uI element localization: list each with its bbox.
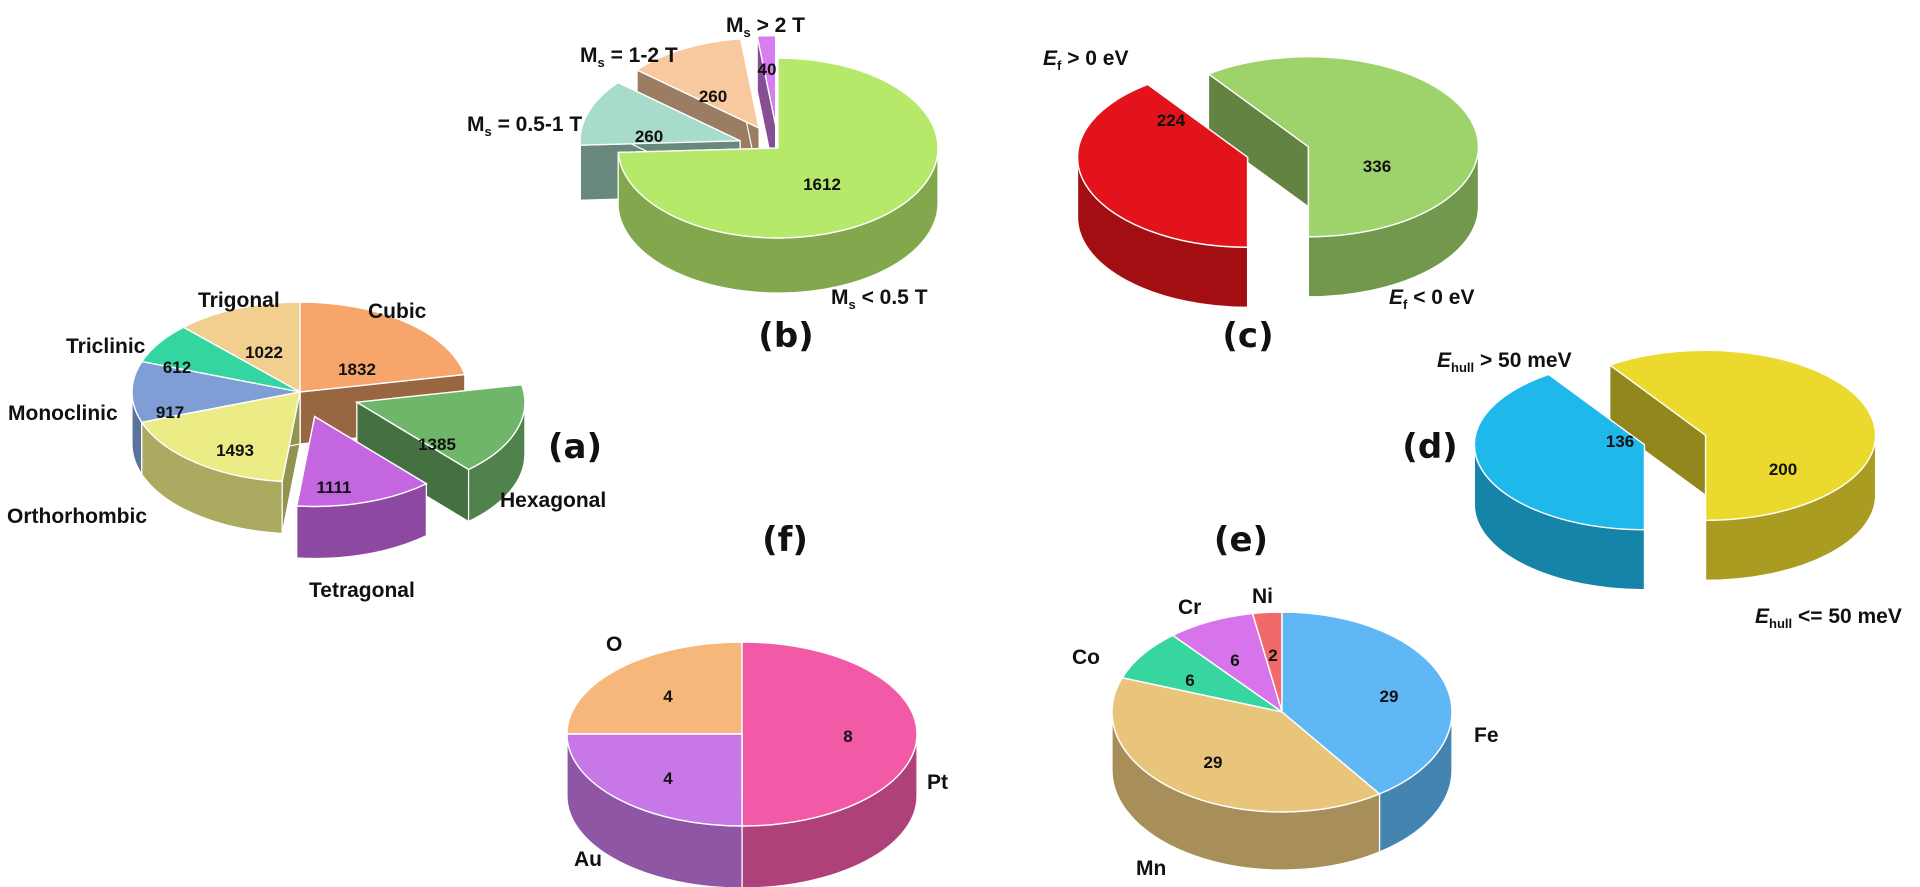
label-orthorhombic: Orthorhombic — [7, 505, 147, 528]
slice-top — [741, 641, 918, 827]
slice-top — [617, 57, 939, 239]
value-trigonal: 1022 — [245, 343, 283, 362]
pie-5 — [566, 641, 918, 887]
slice-top — [1473, 373, 1646, 531]
slice-e-f-0-ev — [1076, 83, 1249, 308]
slice-top — [1121, 634, 1283, 713]
panel-label-b: (b) — [758, 316, 813, 356]
label-mn: Mn — [1136, 857, 1166, 880]
value-monoclinic: 917 — [156, 403, 184, 422]
slice-top — [140, 391, 301, 483]
label-trigonal: Trigonal — [198, 289, 280, 312]
pie-1 — [579, 34, 939, 294]
slice-top — [131, 360, 301, 424]
value-hexagonal: 1385 — [418, 435, 456, 454]
value-pt: 8 — [843, 727, 852, 746]
slice-top — [1608, 349, 1877, 521]
value-cr: 6 — [1230, 651, 1239, 670]
slice-top — [566, 641, 743, 735]
slice-top — [1171, 612, 1284, 714]
slice-top — [579, 81, 741, 146]
label-ehull-below: Ehull <= 50 meV — [1755, 605, 1902, 631]
slice-top — [635, 38, 761, 130]
label-ms-low: Ms < 0.5 T — [831, 286, 928, 312]
panel-label-a: (a) — [548, 427, 602, 467]
label-ef-pos: Ef > 0 eV — [1043, 47, 1129, 73]
slice-top — [181, 301, 301, 394]
value-ms-low: 1612 — [803, 175, 841, 194]
label-fe: Fe — [1474, 724, 1499, 747]
slice-top — [1281, 611, 1453, 795]
label-pt: Pt — [927, 771, 948, 794]
slice-top — [354, 383, 526, 471]
slice-top — [756, 34, 777, 126]
value-orthorhombic: 1493 — [216, 441, 254, 460]
label-ms-mid: Ms = 1-2 T — [580, 44, 678, 70]
label-ms-high: Ms > 2 T — [726, 14, 805, 40]
label-ef-neg: Ef < 0 eV — [1389, 286, 1475, 312]
label-co: Co — [1072, 646, 1100, 669]
panel-label-f: (f) — [762, 520, 808, 560]
label-triclinic: Triclinic — [66, 335, 146, 358]
panel-a-labels: Cubic Hexagonal Tetragonal Orthorhombic … — [7, 289, 606, 602]
slice-top — [295, 415, 428, 508]
value-tetragonal: 1111 — [316, 478, 351, 497]
label-au: Au — [574, 848, 602, 871]
value-triclinic: 612 — [163, 358, 191, 377]
label-o: O — [606, 633, 622, 656]
panel-c-labels: Ef > 0 eV Ef < 0 eV 224 336 (c) — [1043, 47, 1475, 356]
panel-e-labels: Fe Mn Co Cr Ni 29 29 6 6 2 (e) — [1072, 520, 1499, 880]
pie-2 — [1076, 56, 1480, 308]
value-ni: 2 — [1268, 646, 1277, 665]
slice-au — [566, 733, 743, 887]
value-o: 4 — [663, 687, 673, 706]
pie-4 — [1111, 611, 1453, 871]
slice-top — [299, 301, 466, 393]
pie-0 — [131, 301, 526, 560]
slice-top — [1076, 83, 1249, 248]
value-cubic: 1832 — [338, 360, 376, 379]
slice-top — [1111, 677, 1381, 813]
value-ehull-above: 136 — [1606, 432, 1634, 451]
panel-f-labels: Pt Au O 8 4 4 (f) — [574, 520, 948, 871]
panel-b-labels: Ms > 2 T Ms = 1-2 T Ms = 0.5-1 T Ms < 0.… — [467, 14, 928, 356]
value-fe: 29 — [1380, 687, 1399, 706]
value-ms-mid: 260 — [699, 87, 727, 106]
label-ehull-above: Ehull > 50 meV — [1437, 349, 1572, 375]
pie-marks — [131, 34, 1877, 887]
pie-3 — [1473, 349, 1877, 591]
panel-label-e: (e) — [1214, 520, 1268, 560]
label-ni: Ni — [1252, 585, 1273, 608]
panel-d-labels: Ehull > 50 meV Ehull <= 50 meV 136 200 (… — [1402, 349, 1902, 631]
panel-label-d: (d) — [1402, 427, 1457, 467]
slice-pt — [741, 641, 918, 887]
slice-e-f-0-ev — [1207, 56, 1480, 298]
value-ef-pos: 224 — [1157, 111, 1186, 130]
slice-mn — [1111, 677, 1381, 871]
slice-e-hull-50-mev — [1608, 349, 1877, 581]
slice-e-hull-50-mev — [1473, 373, 1646, 591]
value-co: 6 — [1185, 671, 1194, 690]
slice-top — [1207, 56, 1480, 238]
value-ms-half: 260 — [635, 127, 663, 146]
label-tetragonal: Tetragonal — [309, 579, 415, 602]
label-monoclinic: Monoclinic — [8, 402, 118, 425]
panel-label-c: (c) — [1222, 316, 1273, 356]
label-ms-half: Ms = 0.5-1 T — [467, 113, 582, 139]
value-ef-neg: 336 — [1363, 157, 1391, 176]
slice-top — [566, 733, 743, 827]
slice-hexagonal — [354, 383, 526, 523]
slice-m-s-0-5-t — [617, 57, 939, 294]
slice-orthorhombic — [140, 391, 301, 535]
label-cubic: Cubic — [368, 300, 427, 323]
value-au: 4 — [663, 769, 673, 788]
label-hexagonal: Hexagonal — [500, 489, 606, 512]
value-ms-high: 40 — [758, 60, 777, 79]
slice-tetragonal — [295, 415, 428, 560]
label-cr: Cr — [1178, 596, 1201, 619]
value-mn: 29 — [1204, 753, 1223, 772]
value-ehull-below: 200 — [1769, 460, 1797, 479]
